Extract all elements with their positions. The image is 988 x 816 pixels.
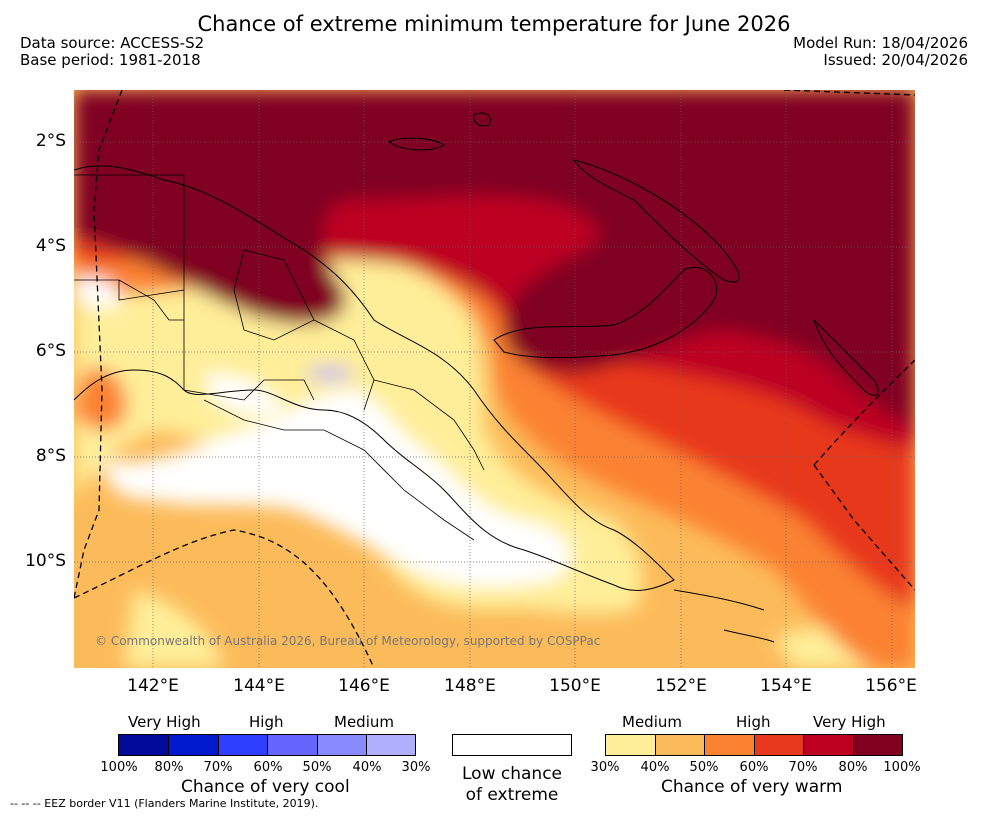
manus-coast [387,137,445,151]
lon-label-152e: 152°E [655,676,707,696]
bougainville-coast [813,319,879,396]
cool-swatch-70-80 [168,734,219,756]
warm-tick-60: 60% [739,760,769,775]
eez-border-note: -- -- -- EEZ border V11 (Flanders Marine… [10,797,319,810]
warm-50-patch-west [74,368,127,431]
low-chance-label-line1: Low chance [462,764,562,784]
lon-label-142e: 142°E [127,676,179,696]
eez-borders [74,90,915,668]
copyright-notice: © Commonwealth of Australia 2026, Bureau… [95,634,601,648]
lon-label-154e: 154°E [760,676,812,696]
warm-swatch-80-100 [853,734,903,756]
cool-swatch-30-40 [366,734,416,756]
cool-30-patch [310,368,350,379]
cool-swatch-80-100 [118,734,169,756]
low-chance-region [104,390,571,587]
forecast-map [74,90,915,668]
data-source: Data source: ACCESS-S2 [20,34,205,52]
cool-tick-50: 50% [302,760,332,775]
cool-swatch-50-60 [267,734,318,756]
cool-tick-30: 30% [401,760,431,775]
louisiade-islands [673,589,775,643]
warm-swatch-40-50 [655,734,705,756]
warm-swatch-70-80 [803,734,854,756]
cool-category-high: High [249,713,284,731]
cool-legend-title: Chance of very cool [181,777,350,797]
model-run: Model Run: 18/04/2026 [793,34,968,52]
cool-tick-100: 100% [100,760,138,775]
warm-category-medium: Medium [622,713,682,731]
lon-label-146e: 146°E [338,676,390,696]
cool-swatch-40-50 [317,734,367,756]
lat-label-2s: 2°S [35,131,66,151]
warm-category-high: High [736,713,771,731]
lon-label-156e: 156°E [865,676,917,696]
warm-80-band [74,90,915,430]
cool-category-medium: Medium [334,713,394,731]
warm-swatch-30-40 [605,734,656,756]
new-britain-coast [493,266,718,359]
lon-label-144e: 144°E [233,676,285,696]
low-chance-label-line2: of extreme [465,785,559,805]
graticule [74,90,915,668]
low-chance-swatch [452,734,572,756]
cool-tick-70: 70% [203,760,233,775]
cool-tick-60: 60% [253,760,283,775]
warm-tick-50: 50% [689,760,719,775]
issued-date: Issued: 20/04/2026 [823,51,968,69]
warm-tick-40: 40% [640,760,670,775]
new-ireland-coast [572,159,740,283]
warm-tick-30: 30% [590,760,620,775]
lat-label-8s: 8°S [35,446,66,466]
warm-tick-100: 100% [883,760,921,775]
warm-tick-70: 70% [788,760,818,775]
lon-label-148e: 148°E [444,676,496,696]
map-title: Chance of extreme minimum temperature fo… [197,12,791,36]
lat-label-6s: 6°S [35,341,66,361]
cool-tick-80: 80% [154,760,184,775]
north-coast-islands [473,112,491,127]
warm-legend-title: Chance of very warm [661,777,843,797]
cool-tick-40: 40% [352,760,382,775]
warm-category-very-high: Very High [813,713,886,731]
lat-label-4s: 4°S [35,236,66,256]
warm-swatch-60-70 [754,734,804,756]
warm-swatch-50-60 [704,734,755,756]
province-borders [74,174,485,541]
cool-category-very-high: Very High [128,713,201,731]
base-period: Base period: 1981-2018 [20,51,201,69]
lon-label-150e: 150°E [549,676,601,696]
warm-tick-80: 80% [838,760,868,775]
lat-label-10s: 10°S [25,551,66,571]
cool-swatch-60-70 [218,734,268,756]
